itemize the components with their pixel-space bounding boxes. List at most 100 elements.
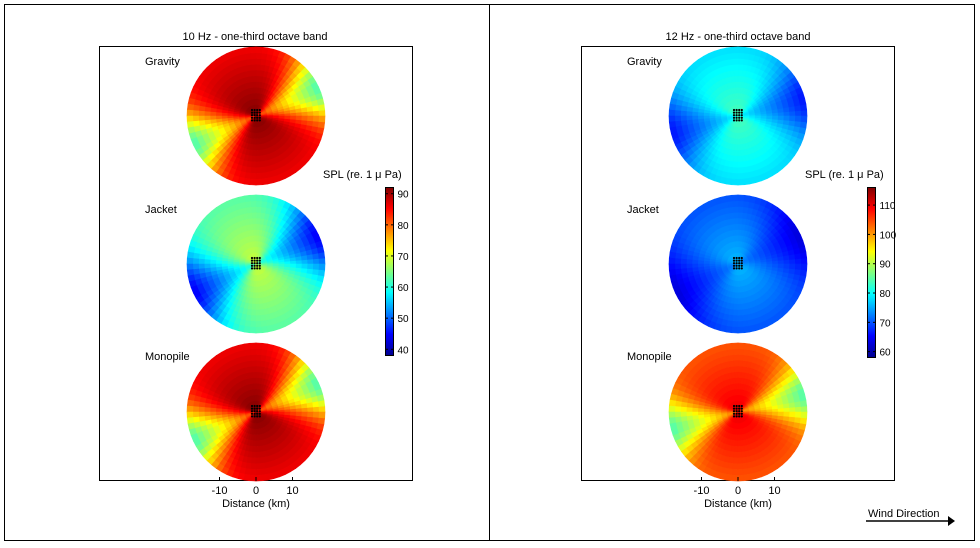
heatmap-cell — [255, 463, 262, 470]
turbine-marker — [258, 407, 261, 410]
heatmap-cell — [249, 178, 257, 186]
turbine-marker — [256, 114, 259, 117]
heatmap-cell — [783, 263, 791, 269]
heatmap-cell — [255, 315, 262, 322]
turbine-marker — [740, 264, 743, 267]
heatmap-cell — [731, 194, 739, 202]
turbine-marker — [732, 262, 736, 265]
heatmap-cell — [680, 258, 687, 265]
heatmap-cell — [255, 178, 263, 186]
heatmap-cell — [737, 371, 742, 378]
heatmap-cell — [789, 115, 796, 122]
turbine-marker — [258, 114, 261, 117]
heatmap-cell — [284, 263, 291, 268]
heatmap-cell — [794, 263, 802, 270]
heatmap-cell — [244, 468, 252, 476]
heatmap-cell — [737, 217, 743, 225]
heatmap-cell — [788, 120, 796, 127]
heatmap-cell — [192, 104, 200, 112]
left-monopile-disk — [186, 342, 326, 482]
heatmap-cell — [251, 161, 257, 169]
heatmap-cell — [192, 263, 200, 270]
heatmap-cell — [307, 115, 314, 122]
heatmap-cell — [741, 212, 748, 220]
turbine-marker — [253, 119, 256, 122]
heatmap-cell — [259, 64, 266, 72]
heatmap-cell — [737, 342, 745, 350]
heatmap-cell — [691, 111, 699, 117]
heatmap-cell — [209, 111, 217, 117]
heatmap-cell — [186, 263, 194, 271]
heatmap-cell — [783, 115, 791, 121]
heatmap-cell — [261, 46, 269, 55]
turbine-marker — [250, 267, 254, 270]
heatmap-cell — [680, 263, 687, 270]
turbine-marker — [250, 256, 254, 260]
turbine-marker — [732, 119, 736, 122]
heatmap-cell — [737, 315, 744, 322]
turbine-marker — [253, 264, 256, 267]
turbine-marker — [250, 108, 254, 112]
heatmap-cell — [734, 150, 739, 157]
heatmap-cell — [312, 120, 320, 128]
heatmap-cell — [260, 200, 268, 208]
heatmap-cell — [252, 150, 257, 157]
heatmap-cell — [250, 167, 257, 174]
heatmap-cell — [192, 400, 200, 408]
heatmap-cell — [737, 46, 745, 54]
heatmap-cell — [250, 200, 257, 208]
heatmap-cell — [255, 46, 263, 54]
heatmap-cell — [250, 52, 257, 60]
heatmap-cell — [794, 268, 802, 276]
heatmap-cell — [215, 260, 222, 265]
turbine-marker — [253, 256, 256, 260]
heatmap-cell — [243, 325, 251, 334]
heatmap-cell — [198, 263, 205, 270]
heatmap-cell — [301, 263, 309, 269]
heatmap-cell — [244, 172, 252, 180]
heatmap-cell — [255, 81, 260, 88]
heatmap-cell — [221, 260, 228, 265]
heatmap-cell — [686, 254, 694, 261]
turbine-marker — [258, 256, 261, 260]
heatmap-cell — [737, 382, 741, 390]
turbine-marker — [738, 116, 741, 119]
heatmap-cell — [777, 263, 785, 269]
heatmap-cell — [737, 348, 744, 356]
turbine-marker — [258, 111, 261, 114]
heatmap-cell — [317, 269, 326, 277]
heatmap-cell — [749, 115, 756, 118]
heatmap-cell — [186, 399, 195, 407]
heatmap-cell — [312, 110, 320, 117]
heatmap-cell — [250, 320, 257, 328]
turbine-marker — [740, 119, 743, 122]
turbine-marker — [250, 114, 254, 117]
turbine-marker — [253, 267, 256, 270]
heatmap-cell — [209, 259, 217, 265]
right-figure-frame — [489, 4, 975, 541]
turbine-marker — [740, 108, 743, 112]
heatmap-cell — [674, 104, 682, 112]
heatmap-cell — [186, 257, 194, 265]
heatmap-cell — [245, 314, 252, 322]
turbine-marker — [250, 116, 254, 119]
heatmap-cell — [198, 253, 206, 260]
heatmap-cell — [697, 408, 704, 413]
heatmap-cell — [735, 138, 739, 146]
left-jacket-disk — [186, 194, 326, 334]
turbine-marker — [250, 264, 254, 267]
heatmap-cell — [734, 292, 739, 299]
turbine-marker — [256, 116, 259, 119]
turbine-marker — [740, 259, 743, 262]
heatmap-cell — [226, 113, 234, 117]
turbine-marker — [735, 259, 738, 262]
turbine-marker — [253, 415, 256, 418]
heatmap-cell — [260, 52, 268, 60]
turbine-marker — [740, 262, 743, 265]
heatmap-cell — [244, 320, 252, 328]
heatmap-cell — [312, 406, 320, 413]
heatmap-cell — [743, 263, 750, 266]
heatmap-cell — [252, 144, 257, 151]
heatmap-cell — [250, 172, 257, 180]
